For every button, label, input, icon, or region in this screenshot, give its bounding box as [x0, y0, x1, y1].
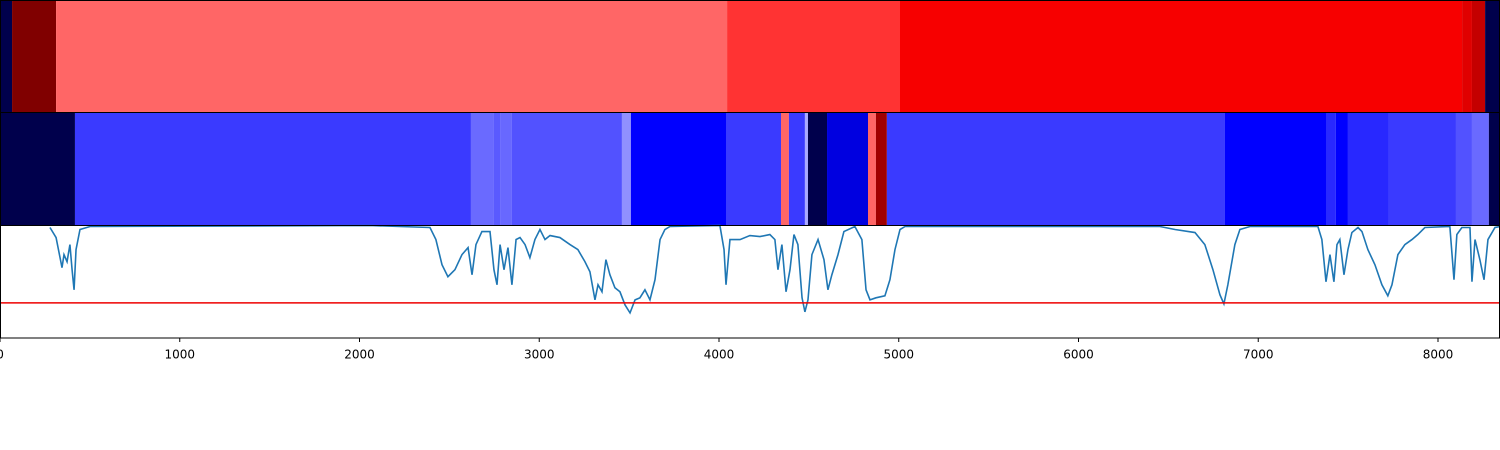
segment — [1462, 0, 1472, 113]
segment — [788, 112, 805, 226]
x-tick-label: 0 — [0, 348, 4, 362]
segment — [868, 112, 876, 226]
x-tick-label: 6000 — [1063, 348, 1094, 362]
segment — [0, 0, 13, 113]
segment — [56, 0, 728, 113]
segment — [1326, 112, 1336, 226]
segment — [1471, 112, 1489, 226]
segment — [1388, 112, 1456, 226]
segment — [726, 112, 782, 226]
x-tick-label: 7000 — [1243, 348, 1274, 362]
x-tick-label: 8000 — [1423, 348, 1454, 362]
segment — [781, 112, 789, 226]
segment — [0, 112, 75, 226]
x-tick-label: 3000 — [524, 348, 555, 362]
segment — [827, 112, 869, 226]
segment — [74, 112, 471, 226]
segment — [630, 112, 727, 226]
segment — [470, 112, 494, 226]
segment — [621, 112, 631, 226]
segment — [1455, 112, 1472, 226]
segment — [875, 112, 887, 226]
segment — [493, 112, 501, 226]
x-tick-label: 4000 — [704, 348, 735, 362]
segment — [1485, 0, 1500, 113]
x-tick-label: 1000 — [164, 348, 195, 362]
segment — [1471, 0, 1486, 113]
segment — [1347, 112, 1389, 226]
segment — [12, 0, 57, 113]
x-tick-label: 5000 — [883, 348, 914, 362]
segment — [1224, 112, 1327, 226]
segment — [500, 112, 512, 226]
segment — [511, 112, 622, 226]
signal-line — [49, 224, 1500, 315]
segment — [886, 112, 1225, 226]
segment — [727, 0, 900, 113]
segment — [807, 112, 828, 226]
x-tick-label: 2000 — [344, 348, 375, 362]
segment — [1335, 112, 1348, 226]
plot-frame — [0, 225, 1500, 339]
segment — [1488, 112, 1500, 226]
segment — [900, 0, 1463, 113]
segment — [804, 112, 808, 226]
